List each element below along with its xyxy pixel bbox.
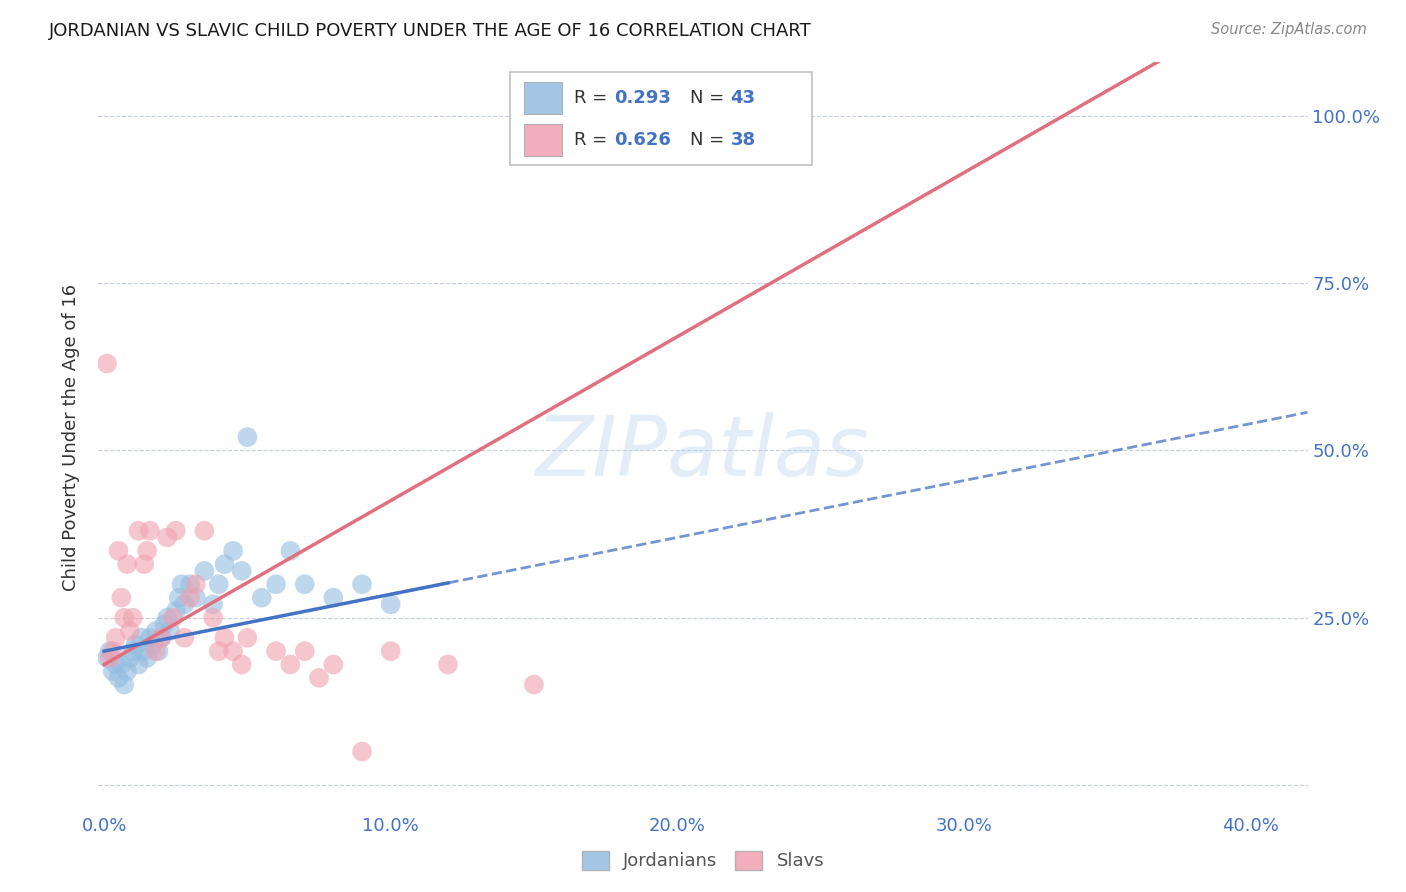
Point [112, 611, 135, 625]
Point [145, 644, 167, 658]
Point [214, 631, 236, 645]
Point [184, 591, 207, 605]
Point [159, 624, 181, 639]
Point [294, 644, 316, 658]
Point [131, 631, 153, 645]
Point [280, 657, 302, 672]
Point [156, 611, 179, 625]
Point [308, 671, 330, 685]
Point [112, 678, 135, 692]
Point [236, 430, 259, 444]
Point [208, 577, 231, 591]
Point [167, 591, 190, 605]
Point [173, 631, 195, 645]
Point [280, 544, 302, 558]
Point [107, 671, 129, 685]
Point [96, 651, 118, 665]
Point [322, 657, 344, 672]
Point [107, 544, 129, 558]
Point [134, 644, 156, 658]
Point [350, 577, 373, 591]
Point [165, 524, 187, 538]
Point [264, 644, 287, 658]
Y-axis label: Child Poverty Under the Age of 16: Child Poverty Under the Age of 16 [62, 284, 80, 591]
Point [96, 356, 118, 371]
Point [115, 557, 138, 572]
Point [150, 631, 173, 645]
Point [110, 591, 132, 605]
Point [98, 644, 121, 658]
Text: Source: ZipAtlas.com: Source: ZipAtlas.com [1211, 22, 1367, 37]
Point [148, 644, 170, 658]
Point [193, 524, 215, 538]
Point [98, 651, 121, 665]
Point [179, 577, 201, 591]
Point [101, 664, 124, 679]
Point [184, 577, 207, 591]
Point [208, 644, 231, 658]
Point [136, 544, 159, 558]
Point [250, 591, 273, 605]
Point [136, 651, 159, 665]
Point [104, 657, 127, 672]
Point [179, 591, 201, 605]
Point [156, 530, 179, 544]
Point [322, 591, 344, 605]
Point [124, 637, 146, 651]
Point [101, 644, 124, 658]
Point [128, 657, 150, 672]
Point [145, 624, 167, 639]
Point [350, 744, 373, 758]
Point [121, 644, 143, 658]
Point [222, 644, 245, 658]
Point [121, 611, 143, 625]
Point [118, 624, 141, 639]
Point [134, 557, 156, 572]
Point [150, 631, 173, 645]
Point [380, 598, 402, 612]
Point [222, 544, 245, 558]
Point [139, 524, 162, 538]
Point [231, 657, 253, 672]
Point [139, 631, 162, 645]
Point [142, 637, 165, 651]
Point [128, 524, 150, 538]
Point [173, 598, 195, 612]
Point [202, 598, 225, 612]
Point [170, 577, 193, 591]
Point [115, 664, 138, 679]
Point [380, 644, 402, 658]
Point [118, 651, 141, 665]
Point [264, 577, 287, 591]
Point [437, 657, 460, 672]
Point [231, 564, 253, 578]
Point [104, 631, 127, 645]
Point [294, 577, 316, 591]
Point [110, 657, 132, 672]
Point [193, 564, 215, 578]
Point [214, 557, 236, 572]
Point [162, 611, 184, 625]
Point [153, 617, 176, 632]
Text: ZIPatlas: ZIPatlas [536, 411, 870, 492]
Point [202, 611, 225, 625]
Text: JORDANIAN VS SLAVIC CHILD POVERTY UNDER THE AGE OF 16 CORRELATION CHART: JORDANIAN VS SLAVIC CHILD POVERTY UNDER … [49, 22, 811, 40]
Point [523, 678, 546, 692]
Point [165, 604, 187, 618]
Point [236, 631, 259, 645]
Legend: Jordanians, Slavs: Jordanians, Slavs [574, 844, 832, 878]
